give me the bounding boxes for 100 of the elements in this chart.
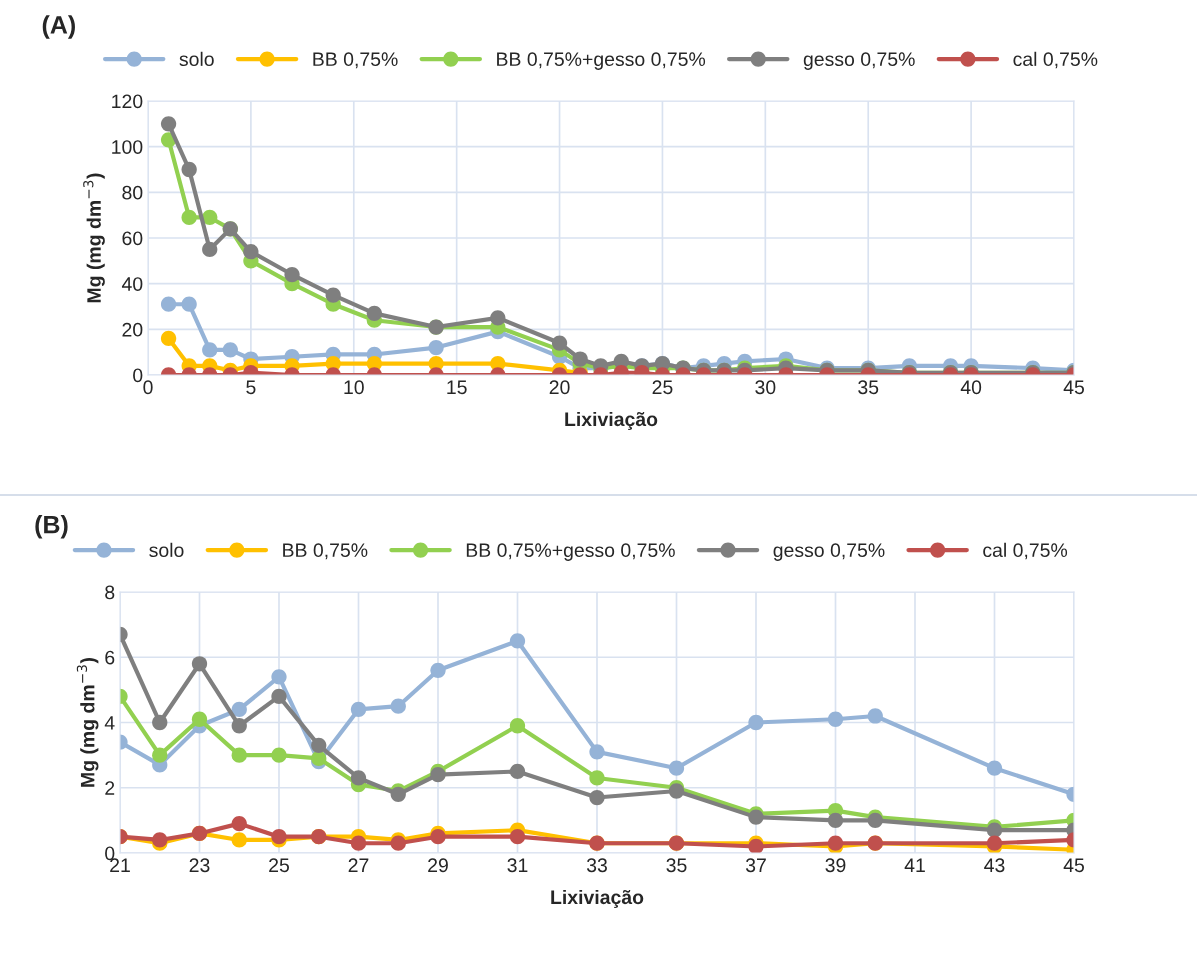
point <box>350 770 367 786</box>
legend-label: BB 0,75%+gesso 0,75% <box>466 543 675 561</box>
point <box>202 342 218 358</box>
point <box>827 711 844 727</box>
x-tick-label: 25 <box>652 380 673 395</box>
point <box>243 244 259 260</box>
y-axis-title: Mg (mg dm$^{−3}$) <box>76 658 99 787</box>
point <box>589 770 605 786</box>
y-tick-label: 2 <box>105 781 115 795</box>
text: (B) <box>35 515 68 539</box>
legend-label: gesso 0,75% <box>773 543 885 561</box>
point <box>366 305 382 321</box>
point <box>509 718 526 734</box>
point <box>509 763 526 780</box>
point <box>311 737 327 753</box>
point <box>325 287 341 303</box>
legend-label: solo <box>149 542 184 558</box>
y-tick-label: 4 <box>104 716 115 730</box>
legend-label: gesso 0,75% <box>803 52 915 70</box>
point <box>231 747 247 763</box>
x-tick-label: 45 <box>1063 858 1084 873</box>
x-tick-label: 33 <box>586 858 607 873</box>
point <box>509 633 526 649</box>
point <box>490 310 506 326</box>
x-tick-label: 10 <box>344 380 364 395</box>
point <box>191 711 208 727</box>
x-tick-label: 23 <box>189 858 210 873</box>
x-tick-label: 41 <box>904 858 925 872</box>
point <box>160 116 177 132</box>
point <box>181 296 197 312</box>
x-tick-label: 31 <box>507 858 528 873</box>
y-tick-label: 40 <box>121 277 143 291</box>
x-axis-title: Lixiviação <box>551 889 644 908</box>
point <box>271 747 287 763</box>
x-tick-label: 25 <box>269 858 289 873</box>
point <box>350 701 367 718</box>
x-axis-title: Lixiviação <box>565 411 658 430</box>
point <box>191 656 208 672</box>
point <box>222 342 238 358</box>
y-tick-label: 60 <box>122 231 143 246</box>
x-tick-label: 40 <box>960 380 982 395</box>
point <box>551 335 568 351</box>
point <box>181 209 197 226</box>
point <box>311 750 327 767</box>
point <box>284 266 300 283</box>
point <box>231 701 247 718</box>
legend-label: BB 0,75% <box>283 543 368 560</box>
point <box>428 339 444 356</box>
point <box>748 714 764 731</box>
point <box>152 747 168 763</box>
point <box>231 718 247 734</box>
point <box>152 714 168 731</box>
y-tick-label: 100 <box>112 140 143 154</box>
point <box>867 812 883 829</box>
x-tick-label: 35 <box>666 858 687 873</box>
point <box>231 816 247 832</box>
y-tick-label: 20 <box>122 322 143 337</box>
point <box>589 744 605 760</box>
x-tick-label: 43 <box>984 858 1005 873</box>
point <box>231 832 247 848</box>
point <box>430 829 446 845</box>
point <box>202 209 218 226</box>
point <box>350 835 367 851</box>
text: (A) <box>42 15 75 39</box>
legend-label: cal 0,75% <box>1013 51 1098 69</box>
x-tick-label: 0 <box>143 380 153 395</box>
point <box>160 296 177 312</box>
x-tick-label: 30 <box>755 380 776 395</box>
x-tick-label: 35 <box>858 380 879 395</box>
point <box>271 688 287 705</box>
legend-label: BB 0,75% <box>313 52 398 69</box>
point <box>572 351 588 367</box>
y-tick-label: 120 <box>112 94 143 109</box>
point <box>271 669 287 685</box>
point <box>668 760 685 776</box>
x-tick-label: 45 <box>1063 380 1084 395</box>
point <box>430 662 446 678</box>
x-tick-label: 5 <box>246 380 256 395</box>
point <box>181 161 197 178</box>
point <box>827 812 844 829</box>
point <box>509 829 526 845</box>
y-axis-title: Mg (mg dm$^{−3}$) <box>83 173 105 303</box>
point <box>589 789 605 806</box>
x-tick-label: 27 <box>348 858 369 872</box>
point <box>390 698 406 714</box>
point <box>867 708 883 724</box>
y-tick-label: 0 <box>133 368 143 383</box>
y-tick-label: 80 <box>122 185 143 200</box>
x-tick-label: 39 <box>825 858 846 873</box>
x-tick-label: 29 <box>428 858 448 873</box>
point <box>430 767 446 783</box>
x-tick-label: 15 <box>447 380 467 395</box>
y-tick-label: 8 <box>105 585 115 600</box>
point <box>160 330 177 347</box>
x-tick-label: 37 <box>745 858 766 873</box>
y-tick-label: 6 <box>105 650 115 665</box>
point <box>986 760 1003 776</box>
legend-label: cal 0,75% <box>983 542 1068 560</box>
x-tick-label: 20 <box>549 380 570 395</box>
legend-label: solo <box>179 51 214 67</box>
